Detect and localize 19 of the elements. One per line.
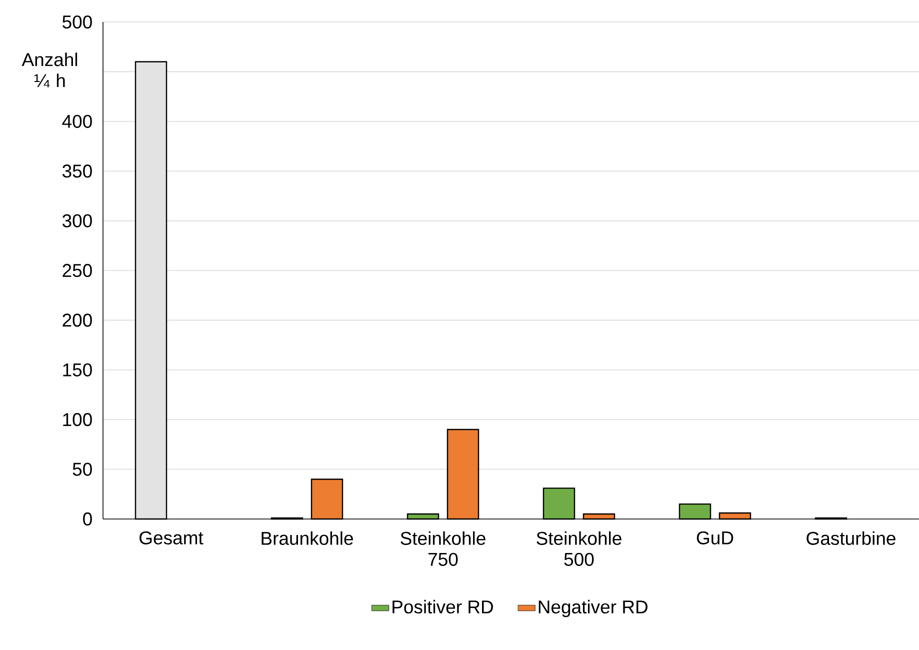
- y-tick-label: 300: [62, 214, 92, 228]
- x-tick-label: Steinkohle 750: [400, 531, 486, 566]
- legend-label: Negativer RD: [538, 600, 648, 618]
- x-tick-label: GuD: [696, 531, 734, 544]
- y-tick-label: 50: [72, 462, 92, 476]
- y-tick-label: 350: [62, 164, 92, 178]
- x-tick-label: Braunkohle: [262, 531, 353, 545]
- x-tick-label: Gesamt: [140, 531, 204, 544]
- y-tick-label: 400: [62, 114, 92, 128]
- legend-label: Positiver RD: [392, 600, 493, 614]
- y-tick-label: 100: [63, 413, 92, 426]
- y-axis-title: Anzahl ¼ h: [22, 52, 78, 88]
- y-tick-label: 0: [83, 512, 92, 526]
- y-tick-label: 150: [63, 363, 92, 376]
- y-tick-label: 200: [62, 314, 92, 327]
- y-tick-label: 250: [62, 264, 92, 278]
- x-tick-label: Gasturbine: [806, 531, 896, 545]
- x-tick-label: Steinkohle 500: [536, 531, 622, 566]
- y-tick-label: 500: [62, 15, 92, 29]
